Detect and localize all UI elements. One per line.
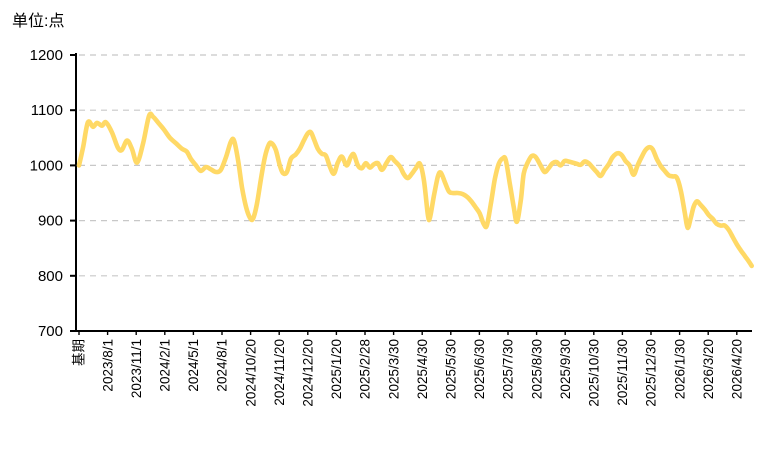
chart-unit-label: 单位:点 bbox=[12, 13, 65, 30]
y-tick-label: 900 bbox=[38, 213, 63, 230]
x-tick-label: 2024/10/20 bbox=[243, 339, 258, 407]
x-tick-label: 基期 bbox=[71, 339, 87, 366]
x-tick-label: 2024/8/1 bbox=[215, 339, 230, 392]
y-tick-label: 1200 bbox=[30, 47, 63, 64]
x-tick-label: 2026/3/20 bbox=[701, 339, 716, 399]
y-tick-label: 700 bbox=[38, 323, 63, 340]
x-tick-label: 2024/12/20 bbox=[301, 339, 316, 407]
series-line bbox=[76, 111, 754, 269]
x-tick-label: 2024/2/1 bbox=[158, 339, 173, 392]
x-tick-label: 2025/10/30 bbox=[587, 339, 602, 407]
x-tick-label: 2025/5/30 bbox=[444, 339, 459, 399]
x-tick-label: 2023/8/1 bbox=[100, 339, 115, 392]
x-tick-label: 2025/2/28 bbox=[358, 339, 373, 399]
y-tick-label: 1100 bbox=[31, 102, 63, 119]
x-tick-label: 2026/4/20 bbox=[730, 339, 745, 399]
x-tick-label: 2025/12/30 bbox=[644, 339, 659, 407]
y-tick-label: 1000 bbox=[30, 157, 63, 174]
x-tick-label: 2025/1/20 bbox=[329, 339, 344, 399]
x-tick-label: 2024/5/1 bbox=[186, 339, 201, 392]
y-tick-label: 800 bbox=[38, 268, 63, 285]
x-tick-label: 2025/8/30 bbox=[529, 339, 544, 399]
x-tick-label: 2023/11/1 bbox=[129, 339, 144, 398]
x-tick-label: 2024/11/20 bbox=[272, 339, 287, 406]
x-tick-label: 2026/1/30 bbox=[672, 339, 687, 399]
x-tick-label: 2025/3/30 bbox=[386, 339, 401, 399]
x-tick-label: 2025/4/30 bbox=[415, 339, 430, 399]
x-tick-label: 2025/11/30 bbox=[615, 339, 630, 406]
x-tick-label: 2025/7/30 bbox=[501, 339, 516, 399]
x-tick-label: 2025/9/30 bbox=[558, 339, 573, 399]
x-tick-label: 2025/6/30 bbox=[472, 339, 487, 399]
